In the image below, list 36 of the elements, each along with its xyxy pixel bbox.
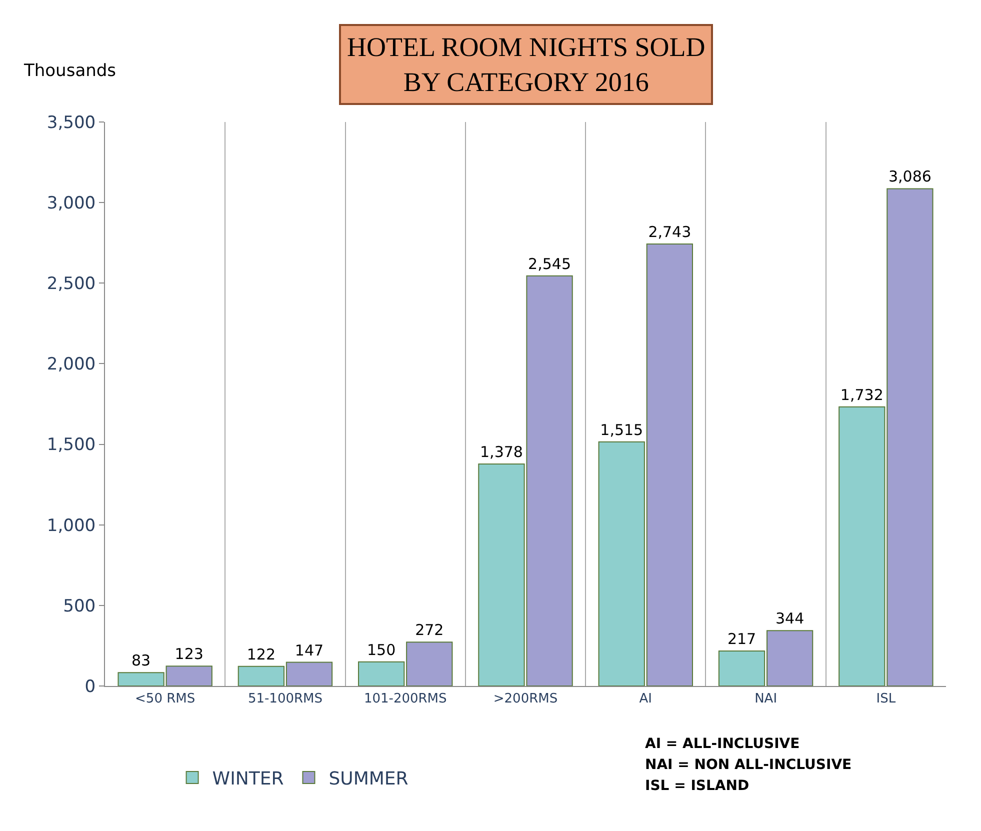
x-tick-label: >200RMS <box>493 692 558 707</box>
x-tick-label: ISL <box>876 692 896 707</box>
y-tick-label: 500 <box>63 596 96 616</box>
x-tick-label: 51-100RMS <box>248 692 322 707</box>
data-label: 344 <box>775 610 804 628</box>
text: NAI = NON ALL-INCLUSIVE <box>645 757 852 773</box>
text: ISL = ISLAND <box>645 778 750 794</box>
data-label: 123 <box>174 645 204 664</box>
x-tick-label: NAI <box>754 692 778 707</box>
data-label: 1,732 <box>840 386 884 404</box>
text: AI = ALL-INCLUSIVE <box>645 736 800 752</box>
data-label: 147 <box>294 641 324 660</box>
data-label: 3,086 <box>888 168 932 186</box>
chart-title: HOTEL ROOM NIGHTS SOLD BY CATEGORY 2016 <box>347 32 706 98</box>
legend-label: SUMMER <box>328 768 408 790</box>
data-label: 150 <box>367 640 396 659</box>
data-label: 217 <box>727 630 756 648</box>
y-tick-label: 3,000 <box>46 194 96 214</box>
data-label: 2,743 <box>648 222 692 241</box>
data-label: 2,545 <box>528 254 572 273</box>
legend-label: WINTER <box>212 768 284 790</box>
x-tick-label: <50 RMS <box>135 692 196 707</box>
data-label: 1,515 <box>600 420 644 439</box>
x-tick-label: AI <box>639 692 652 707</box>
y-axis-title: Thousands <box>23 61 116 81</box>
y-tick-label: 2,000 <box>46 354 96 375</box>
data-label: 83 <box>132 652 151 670</box>
y-tick-label: 3,500 <box>46 112 96 133</box>
x-tick-label: 101-200RMS <box>364 692 447 707</box>
data-label: 272 <box>415 621 444 640</box>
y-tick-label: 0 <box>84 676 96 697</box>
y-tick-label: 1,500 <box>46 435 96 456</box>
y-tick-label: 2,500 <box>46 274 96 294</box>
data-label: 122 <box>246 645 276 664</box>
y-tick-label: 1,000 <box>46 516 96 536</box>
data-label: 1,378 <box>480 442 523 461</box>
